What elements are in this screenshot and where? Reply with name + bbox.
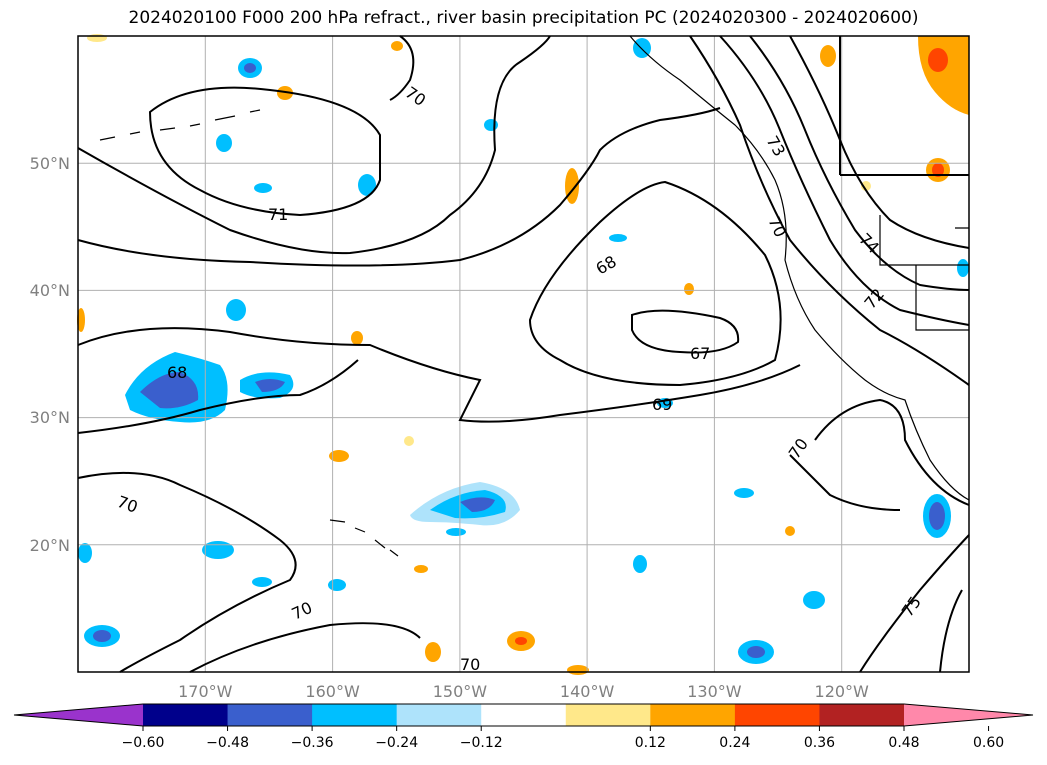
colorbar-cell bbox=[565, 704, 651, 726]
colorbar-ticks: −0.60 −0.48 −0.36 −0.24 −0.12 0.12 0.24 0.36 0.4… bbox=[122, 726, 1004, 751]
colorbar-extend-left bbox=[14, 704, 143, 726]
colorbar-cell bbox=[143, 704, 229, 726]
lon-tick-label: 170°W bbox=[178, 682, 233, 701]
colorbar-tick-label: −0.12 bbox=[460, 735, 503, 751]
lat-tick-label: 40°N bbox=[30, 281, 70, 300]
lat-tick-label: 20°N bbox=[30, 536, 70, 555]
colorbar-cell bbox=[227, 704, 313, 726]
lon-tick-label: 120°W bbox=[815, 682, 870, 701]
colorbar-tick-label: −0.60 bbox=[122, 735, 165, 751]
map-background bbox=[78, 36, 969, 672]
colorbar-tick-label: 0.60 bbox=[973, 735, 1004, 751]
precip-shading bbox=[77, 34, 969, 675]
contour-label: 68 bbox=[167, 363, 187, 382]
colorbar-cell bbox=[819, 704, 905, 726]
contour-label: 70 bbox=[460, 655, 480, 674]
colorbar-tick-label: 0.36 bbox=[804, 735, 835, 751]
colorbar-tick-label: 0.48 bbox=[888, 735, 919, 751]
colorbar-tick-label: −0.24 bbox=[375, 735, 418, 751]
contour-label: 69 bbox=[652, 395, 672, 414]
contour-label: 71 bbox=[268, 205, 288, 224]
colorbar-cell bbox=[396, 704, 482, 726]
colorbar-cells bbox=[143, 704, 905, 726]
colorbar-extend-right bbox=[904, 704, 1033, 726]
colorbar-tick-label: 0.24 bbox=[719, 735, 750, 751]
lon-tick-label: 160°W bbox=[305, 682, 360, 701]
colorbar-tick-label: 0.12 bbox=[635, 735, 666, 751]
colorbar-cell bbox=[734, 704, 820, 726]
lon-tick-label: 150°W bbox=[433, 682, 488, 701]
colorbar-tick-label: −0.48 bbox=[206, 735, 249, 751]
refractivity-contours bbox=[77, 35, 970, 673]
lon-tick-labels: 170°W 160°W 150°W 140°W 130°W 120°W bbox=[178, 682, 869, 701]
lat-tick-labels: 50°N 40°N 30°N 20°N bbox=[30, 154, 70, 555]
gridlines bbox=[78, 36, 969, 672]
coastlines bbox=[99, 35, 970, 557]
colorbar: −0.60 −0.48 −0.36 −0.24 −0.12 0.12 0.24 0.36 0.4… bbox=[13, 703, 1034, 751]
contour-label: 67 bbox=[690, 344, 710, 363]
colorbar-cell bbox=[481, 704, 567, 726]
lon-tick-label: 140°W bbox=[560, 682, 615, 701]
colorbar-cell bbox=[312, 704, 398, 726]
colorbar-cell bbox=[650, 704, 736, 726]
lon-tick-label: 130°W bbox=[687, 682, 742, 701]
lat-tick-label: 30°N bbox=[30, 408, 70, 427]
lat-tick-label: 50°N bbox=[30, 154, 70, 173]
map-title: 2024020100 F000 200 hPa refract., river … bbox=[128, 8, 919, 28]
map-frame bbox=[77, 35, 970, 673]
colorbar-tick-label: −0.36 bbox=[291, 735, 334, 751]
